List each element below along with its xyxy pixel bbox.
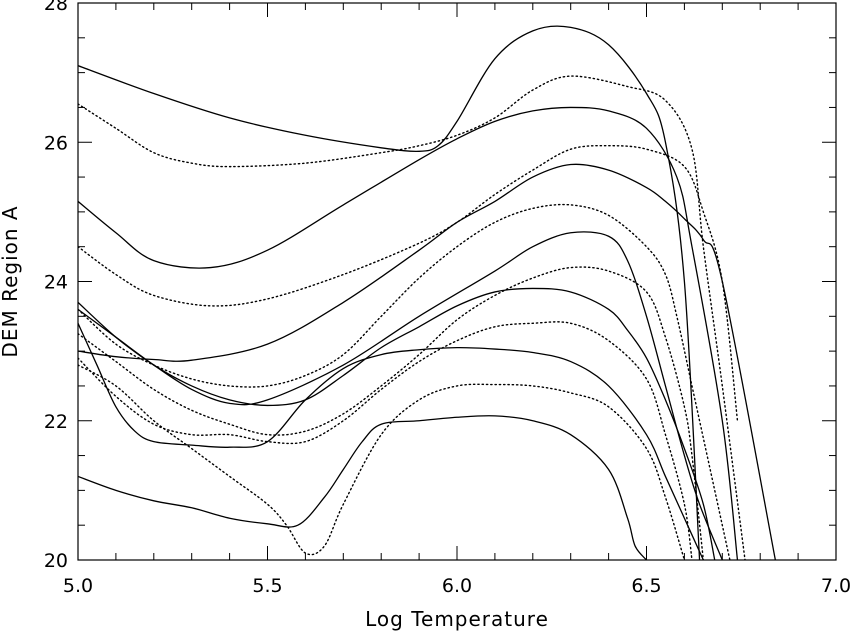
y-axis-title: DEM Region A	[0, 205, 22, 357]
series-7-solid-line	[78, 231, 723, 560]
series-1-solid-line	[78, 25, 701, 560]
series-3-solid-line	[78, 106, 739, 560]
x-tick-label: 7.0	[821, 575, 851, 597]
series-6-dotted-line	[78, 203, 731, 560]
series-4-dotted-line	[78, 145, 739, 422]
series-layer	[78, 25, 776, 560]
series-2-dotted-line	[78, 75, 746, 560]
series-9-solid-line	[78, 287, 716, 560]
x-tick-label: 5.5	[252, 575, 282, 597]
y-tick-label: 26	[44, 132, 68, 154]
y-tick-label: 22	[44, 411, 68, 433]
x-tick-label: 5.0	[63, 575, 93, 597]
y-tick-label: 24	[44, 272, 68, 294]
series-8-dotted-line	[78, 266, 705, 560]
series-11-solid-line	[78, 323, 704, 560]
x-axis-title: Log Temperature	[365, 607, 549, 631]
plot-frame	[77, 2, 837, 561]
x-tick-label: 6.0	[442, 575, 472, 597]
tick-layer: 5.0 5.5 6.0 6.5 7.0 20 22 24 26 28	[44, 0, 851, 597]
series-13-solid-line	[78, 415, 648, 560]
series-12-dotted-line	[78, 364, 686, 560]
x-tick-label: 6.5	[631, 575, 661, 597]
series-10-dotted-line	[78, 321, 693, 560]
y-tick-label: 28	[44, 0, 68, 15]
series-5-solid-line	[78, 163, 776, 560]
y-tick-label: 20	[44, 550, 68, 572]
